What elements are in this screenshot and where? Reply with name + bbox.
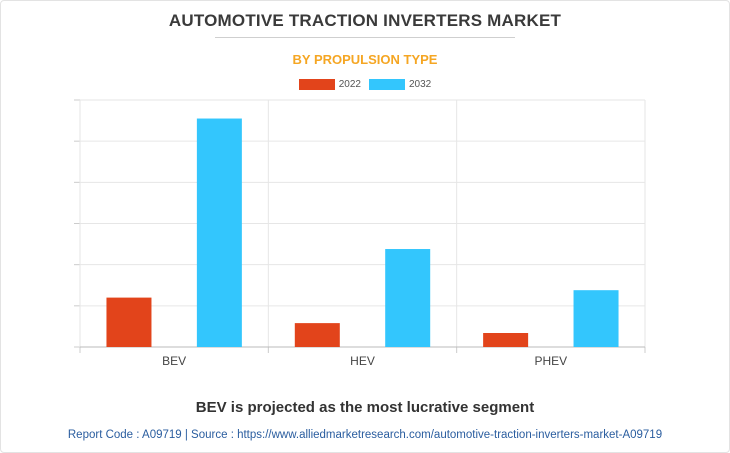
chart-subtitle: BY PROPULSION TYPE — [292, 52, 438, 67]
chart-source-link[interactable]: Report Code : A09719 | Source : https://… — [67, 429, 663, 441]
legend-swatch-2022 — [298, 79, 335, 90]
bar-bev-2022 — [106, 297, 152, 347]
legend-label-2032: 2032 — [409, 79, 432, 90]
x-tick-label-hev: HEV — [350, 354, 375, 368]
legend-label-2022: 2022 — [338, 79, 361, 90]
bar-phev-2032 — [573, 290, 619, 347]
title-divider — [215, 37, 515, 38]
bar-phev-2022 — [483, 333, 529, 347]
chart-footer-headline: BEV is projected as the most lucrative s… — [195, 399, 535, 416]
legend-item-2032[interactable]: 2032 — [369, 79, 431, 90]
legend-item-2022[interactable]: 2022 — [298, 79, 361, 90]
chart-title: AUTOMOTIVE TRACTION INVERTERS MARKET — [168, 11, 562, 30]
chart-legend: 2022 2032 — [0, 79, 730, 90]
bar-hev-2022 — [294, 323, 340, 347]
x-tick-label-bev: BEV — [162, 354, 186, 368]
bar-bev-2032 — [196, 118, 242, 348]
x-tick-label-phev: PHEV — [534, 354, 567, 368]
legend-swatch-2032 — [369, 79, 405, 90]
bar-hev-2032 — [385, 249, 431, 347]
